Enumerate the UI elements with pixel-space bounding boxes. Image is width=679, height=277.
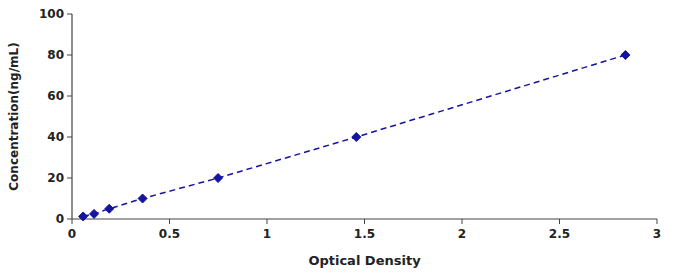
y-tick (67, 219, 72, 220)
x-axis-label: Optical Density (308, 253, 421, 268)
plot-area (79, 51, 630, 221)
x-tick-label: 3 (653, 227, 661, 241)
data-point (621, 51, 630, 60)
data-point (352, 133, 361, 142)
y-tick (67, 137, 72, 138)
x-tick (72, 219, 73, 224)
x-tick-label: 2.5 (549, 227, 570, 241)
y-tick-label: 40 (47, 130, 64, 144)
data-point (138, 194, 147, 203)
x-tick-label: 1.5 (354, 227, 375, 241)
y-tick (67, 96, 72, 97)
x-tick-label: 0.5 (159, 227, 180, 241)
y-tick-label: 100 (39, 7, 64, 21)
data-point (214, 174, 223, 183)
x-tick (267, 219, 268, 224)
y-tick (67, 14, 72, 15)
data-point (79, 212, 88, 221)
x-tick (462, 219, 463, 224)
chart: 0 0.5 1 1.5 2 2.5 3 0 20 40 60 80 100 Optical Density… (0, 0, 679, 277)
data-point (105, 204, 114, 213)
y-axis (71, 14, 72, 219)
y-tick-label: 20 (47, 171, 64, 185)
x-tick (657, 219, 658, 224)
x-tick (559, 219, 560, 224)
y-tick-label: 80 (47, 48, 64, 62)
x-tick-label: 2 (458, 227, 466, 241)
y-tick-label: 0 (56, 212, 64, 226)
x-tick (169, 219, 170, 224)
data-point (90, 209, 99, 218)
y-tick (67, 178, 72, 179)
y-tick (67, 55, 72, 56)
x-tick-label: 1 (263, 227, 271, 241)
x-tick-label: 0 (68, 227, 76, 241)
y-tick-label: 60 (47, 89, 64, 103)
data-line (83, 55, 625, 216)
y-axis-label: Concentration(ng/mL) (7, 42, 21, 190)
x-tick (364, 219, 365, 224)
